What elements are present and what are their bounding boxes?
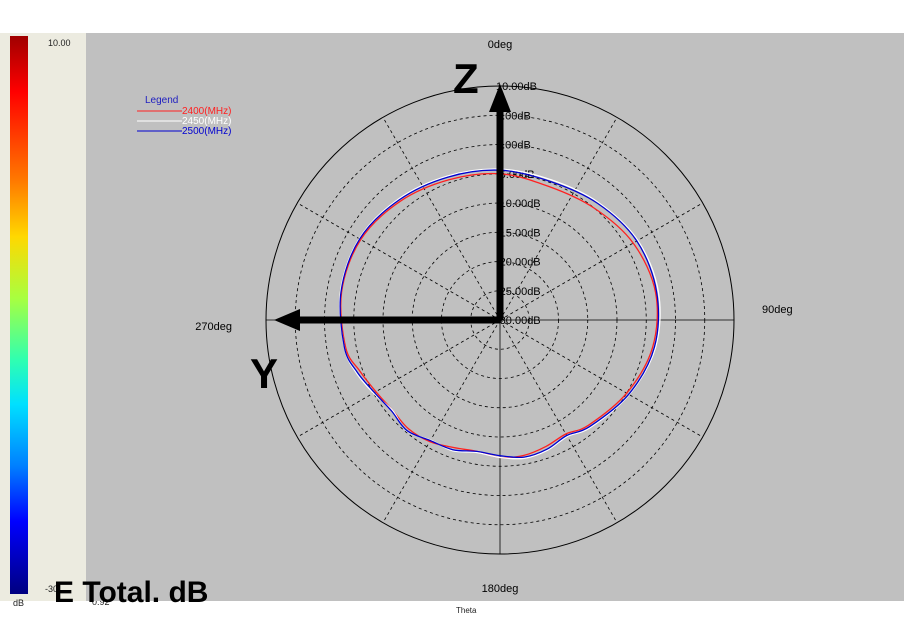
radial-tick-label: 5.00dB [496, 110, 531, 122]
grid-spoke [382, 117, 501, 321]
legend-entry: 2450(MHz) [182, 116, 231, 127]
colorbar-min-label: -30 [45, 584, 59, 594]
colorbar-max-label: 10.00 [48, 38, 71, 48]
angle-tick-label: 90deg [762, 304, 793, 316]
legend-entry: 2400(MHz) [182, 106, 231, 117]
radial-tick-label: -30.00dB [496, 315, 541, 327]
grid-spoke [499, 202, 703, 321]
radial-tick-label: -25.00dB [496, 286, 541, 298]
grid-spoke [297, 319, 501, 438]
colorbar-unit-label: dB [13, 598, 25, 608]
angle-tick-label: 180deg [482, 583, 519, 595]
y-axis-arrowhead [274, 309, 300, 331]
y-axis-label: Y [250, 350, 278, 397]
grid-spoke [499, 319, 618, 523]
angle-tick-label: 0deg [488, 39, 512, 51]
z-axis-arrowhead [489, 84, 511, 112]
legend-title: Legend [145, 95, 178, 106]
radial-tick-label: 10.00dB [496, 81, 537, 93]
radial-tick-label: 0.00dB [496, 140, 531, 152]
grid-spoke [499, 117, 618, 321]
legend-entry: 2500(MHz) [182, 126, 231, 137]
chart-title: E Total. dB [54, 576, 209, 609]
grid-spoke [297, 202, 501, 321]
radial-tick-label: -10.00dB [496, 198, 541, 210]
theta-axis-label: Theta [456, 606, 477, 615]
colorbar-gradient [10, 36, 28, 594]
grid-spoke [382, 319, 501, 523]
radial-tick-label: -15.00dB [496, 227, 541, 239]
radial-tick-label: -20.00dB [496, 257, 541, 269]
angle-tick-label: 270deg [195, 321, 232, 333]
series-line [339, 169, 660, 459]
grid-spoke [499, 319, 703, 438]
colorbar-min-value: 0.92 [92, 597, 110, 607]
z-axis-label: Z [453, 55, 479, 102]
